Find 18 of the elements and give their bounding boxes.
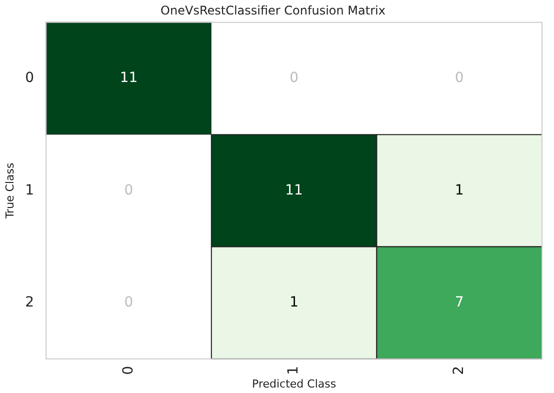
y-tick-label: 0 (25, 70, 34, 86)
data-label: 7 (454, 294, 464, 310)
chart-title: OneVsRestClassifier Confusion Matrix (160, 3, 386, 18)
y-tick-label: 1 (25, 182, 34, 198)
x-tick-label: 2 (450, 366, 467, 375)
data-label: 0 (290, 70, 299, 86)
data-label: 0 (454, 70, 464, 86)
data-label: 0 (124, 182, 134, 198)
data-label: 11 (285, 182, 303, 198)
x-axis-title: Predicted Class (252, 377, 336, 390)
x-tick-label: 1 (286, 366, 302, 375)
data-label: 0 (124, 294, 134, 310)
y-axis-title: True Class (3, 162, 16, 220)
data-label: 1 (454, 182, 464, 198)
data-label: 11 (120, 70, 138, 86)
y-tick-label: 2 (25, 294, 34, 310)
x-tick-label: 0 (120, 366, 136, 375)
data-label: 1 (290, 294, 299, 310)
